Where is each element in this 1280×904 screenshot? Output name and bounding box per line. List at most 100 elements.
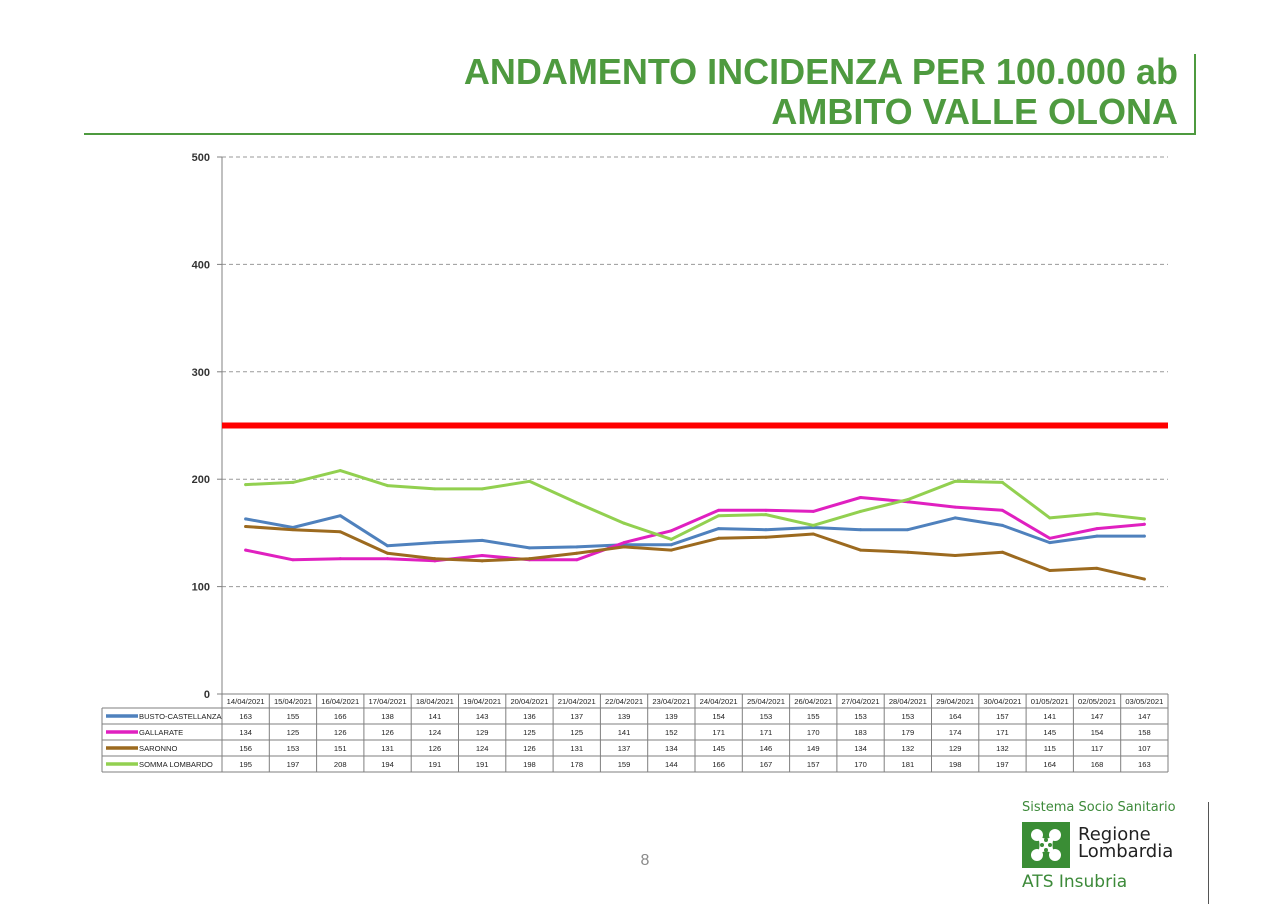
data-point <box>859 509 863 513</box>
data-point <box>386 544 390 548</box>
data-label: 147 <box>1091 712 1104 721</box>
data-point <box>717 536 721 540</box>
brand-region-line-2: Lombardia <box>1078 841 1174 862</box>
data-label: 126 <box>381 728 394 737</box>
data-label: 163 <box>1138 760 1151 769</box>
series-line-2 <box>244 496 1146 563</box>
data-label: 154 <box>1091 728 1104 737</box>
data-label: 146 <box>760 744 773 753</box>
data-label: 198 <box>523 760 536 769</box>
data-label: 155 <box>807 712 820 721</box>
x-tick-label: 17/04/2021 <box>369 697 407 706</box>
data-label: 181 <box>902 760 915 769</box>
legend-label-4: SOMMA LOMBARDO <box>139 760 213 769</box>
data-label: 124 <box>429 728 442 737</box>
brand-system-label: Sistema Socio Sanitario <box>1022 800 1176 815</box>
y-tick-label: 400 <box>192 259 210 271</box>
data-point <box>1000 550 1004 554</box>
title-side-rule <box>1194 54 1196 135</box>
data-label: 151 <box>334 744 347 753</box>
data-point <box>527 479 531 483</box>
data-label: 145 <box>1043 728 1056 737</box>
data-label: 171 <box>760 728 773 737</box>
brand-agency-label: ATS Insubria <box>1022 872 1128 892</box>
x-tick-label: 19/04/2021 <box>463 697 501 706</box>
data-point <box>953 516 957 520</box>
title-underline <box>84 133 1196 135</box>
brand-side-rule <box>1208 802 1209 904</box>
data-point <box>1142 517 1146 521</box>
data-label: 139 <box>665 712 678 721</box>
data-label: 125 <box>570 728 583 737</box>
data-point <box>338 530 342 534</box>
data-point <box>244 517 248 521</box>
data-point <box>575 551 579 555</box>
data-point <box>1142 534 1146 538</box>
data-point <box>480 487 484 491</box>
data-point <box>527 546 531 550</box>
slide-title-line-1: ANDAMENTO INCIDENZA PER 100.000 ab <box>463 51 1178 92</box>
data-point <box>811 509 815 513</box>
data-point <box>906 550 910 554</box>
data-label: 171 <box>712 728 725 737</box>
x-tick-label: 02/05/2021 <box>1078 697 1116 706</box>
page-number: 8 <box>640 852 650 869</box>
data-point <box>1142 522 1146 526</box>
slide-title: ANDAMENTO INCIDENZA PER 100.000 ab AMBIT… <box>464 52 1178 132</box>
data-point <box>575 558 579 562</box>
data-point <box>1095 566 1099 570</box>
data-label: 131 <box>570 744 583 753</box>
data-label: 197 <box>287 760 300 769</box>
data-point <box>811 523 815 527</box>
data-point <box>386 484 390 488</box>
data-point <box>386 551 390 555</box>
data-point <box>811 532 815 536</box>
slide-title-line-2: AMBITO VALLE OLONA <box>771 91 1178 132</box>
data-label: 170 <box>807 728 820 737</box>
data-point <box>1095 534 1099 538</box>
data-label: 153 <box>760 712 773 721</box>
x-tick-label: 29/04/2021 <box>936 697 974 706</box>
x-tick-label: 25/04/2021 <box>747 697 785 706</box>
data-label: 141 <box>1043 712 1056 721</box>
data-point <box>338 469 342 473</box>
data-label: 138 <box>381 712 394 721</box>
data-label: 198 <box>949 760 962 769</box>
data-label: 125 <box>287 728 300 737</box>
data-point <box>1000 480 1004 484</box>
data-label: 125 <box>523 728 536 737</box>
data-label: 147 <box>1138 712 1151 721</box>
data-label: 167 <box>760 760 773 769</box>
y-tick-label: 500 <box>192 152 210 164</box>
data-point <box>859 495 863 499</box>
data-point <box>575 501 579 505</box>
data-label: 157 <box>996 712 1009 721</box>
data-label: 183 <box>854 728 867 737</box>
data-point <box>906 498 910 502</box>
data-point <box>1048 536 1052 540</box>
y-tick-label: 100 <box>192 582 210 594</box>
data-label: 137 <box>618 744 631 753</box>
data-label: 159 <box>618 760 631 769</box>
data-label: 137 <box>570 712 583 721</box>
data-point <box>1095 527 1099 531</box>
data-label: 143 <box>476 712 489 721</box>
data-label: 132 <box>996 744 1009 753</box>
brand-region-name: Regione Lombardia <box>1078 824 1174 862</box>
legend-label-3: SARONNO <box>139 744 177 753</box>
data-label: 141 <box>429 712 442 721</box>
data-label: 153 <box>287 744 300 753</box>
data-label: 191 <box>476 760 489 769</box>
brand-region-line-1: Regione <box>1078 824 1151 845</box>
data-point <box>906 528 910 532</box>
data-point <box>764 535 768 539</box>
data-label: 156 <box>239 744 252 753</box>
data-point <box>669 543 673 547</box>
data-point <box>953 505 957 509</box>
y-tick-label: 300 <box>192 367 210 379</box>
regione-lombardia-logo-icon <box>1022 822 1070 868</box>
data-point <box>764 528 768 532</box>
series-line-4 <box>244 469 1146 541</box>
data-point <box>953 479 957 483</box>
data-point <box>433 557 437 561</box>
